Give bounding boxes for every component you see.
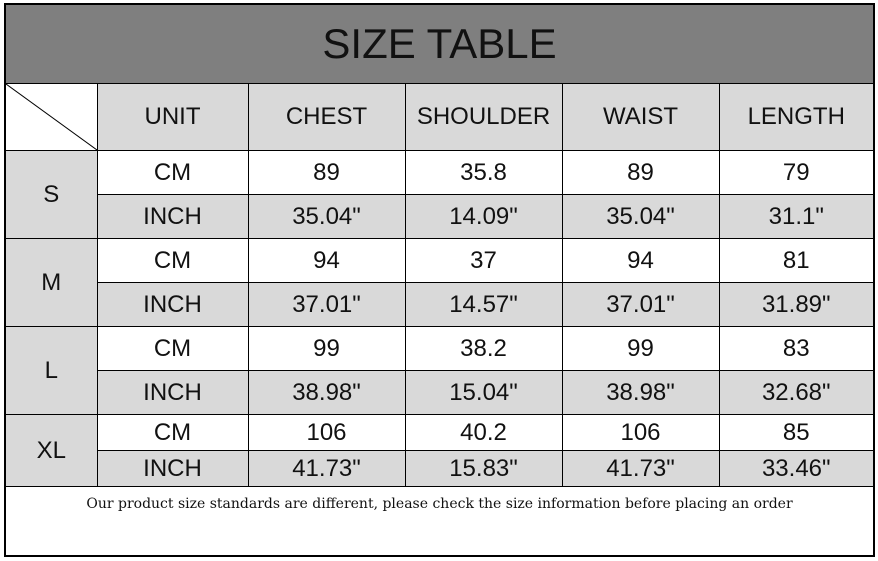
table-row: L CM 99 38.2 99 83 xyxy=(6,326,873,415)
value-cell: 38.98" xyxy=(561,370,720,415)
unit-cell: CM xyxy=(96,238,249,283)
value-cell: 31.89" xyxy=(718,282,873,327)
size-label: L xyxy=(6,326,98,415)
value-cell: 35.04" xyxy=(561,194,720,239)
value-cell: 106 xyxy=(247,414,406,451)
value-cell: 99 xyxy=(247,326,406,371)
value-cell: 15.04" xyxy=(404,370,563,415)
header-chest: CHEST xyxy=(247,83,406,151)
value-cell: 38.2 xyxy=(404,326,563,371)
value-cell: 38.98" xyxy=(247,370,406,415)
header-row: UNIT CHEST SHOULDER WAIST LENGTH xyxy=(6,83,873,151)
header-length: LENGTH xyxy=(718,83,873,151)
value-cell: 41.73" xyxy=(561,450,720,487)
table-row: INCH 41.73" 15.83" 41.73" 33.46" xyxy=(6,450,873,487)
value-cell: 79 xyxy=(718,150,873,195)
unit-cell: CM xyxy=(96,414,249,451)
value-cell: 35.04" xyxy=(247,194,406,239)
value-cell: 37 xyxy=(404,238,563,283)
size-label: S xyxy=(6,150,98,239)
value-cell: 33.46" xyxy=(718,450,873,487)
value-cell: 99 xyxy=(561,326,720,371)
value-cell: 35.8 xyxy=(404,150,563,195)
value-cell: 81 xyxy=(718,238,873,283)
value-cell: 37.01" xyxy=(561,282,720,327)
size-label: M xyxy=(6,238,98,327)
value-cell: 106 xyxy=(561,414,720,451)
table-row: INCH 35.04" 14.09" 35.04" 31.1" xyxy=(6,194,873,239)
value-cell: 41.73" xyxy=(247,450,406,487)
unit-cell: INCH xyxy=(97,370,249,415)
header-unit: UNIT xyxy=(96,83,249,151)
header-shoulder: SHOULDER xyxy=(404,83,563,151)
value-cell: 89 xyxy=(561,150,720,195)
footer-note: Our product size standards are different… xyxy=(6,486,873,555)
unit-cell: CM xyxy=(96,326,249,371)
value-cell: 32.68" xyxy=(718,370,873,415)
header-waist: WAIST xyxy=(561,83,720,151)
size-label: XL xyxy=(6,414,98,487)
unit-cell: INCH xyxy=(97,194,249,239)
value-cell: 94 xyxy=(247,238,406,283)
diagonal-corner-cell xyxy=(6,83,98,151)
unit-cell: INCH xyxy=(97,282,249,327)
table-row: M CM 94 37 94 81 xyxy=(6,238,873,327)
size-table-container: SIZE TABLE UNIT CHEST SHOULDER WAIST LEN… xyxy=(4,3,875,557)
diagonal-line xyxy=(6,84,97,150)
table-row: INCH 38.98" 15.04" 38.98" 32.68" xyxy=(6,370,873,415)
value-cell: 83 xyxy=(718,326,873,371)
value-cell: 31.1" xyxy=(718,194,873,239)
size-table: SIZE TABLE UNIT CHEST SHOULDER WAIST LEN… xyxy=(6,5,873,487)
table-row: XL CM 106 40.2 106 85 xyxy=(6,414,873,487)
value-cell: 14.57" xyxy=(404,282,563,327)
value-cell: 40.2 xyxy=(404,414,563,451)
unit-cell: CM xyxy=(96,150,249,195)
value-cell: 14.09" xyxy=(404,194,563,239)
value-cell: 15.83" xyxy=(404,450,563,487)
value-cell: 37.01" xyxy=(247,282,406,327)
value-cell: 89 xyxy=(247,150,406,195)
table-row: S CM 89 35.8 89 79 xyxy=(6,150,873,239)
unit-cell: INCH xyxy=(97,450,249,487)
value-cell: 94 xyxy=(561,238,720,283)
table-row: INCH 37.01" 14.57" 37.01" 31.89" xyxy=(6,282,873,327)
value-cell: 85 xyxy=(718,414,873,451)
table-title: SIZE TABLE xyxy=(6,5,873,84)
